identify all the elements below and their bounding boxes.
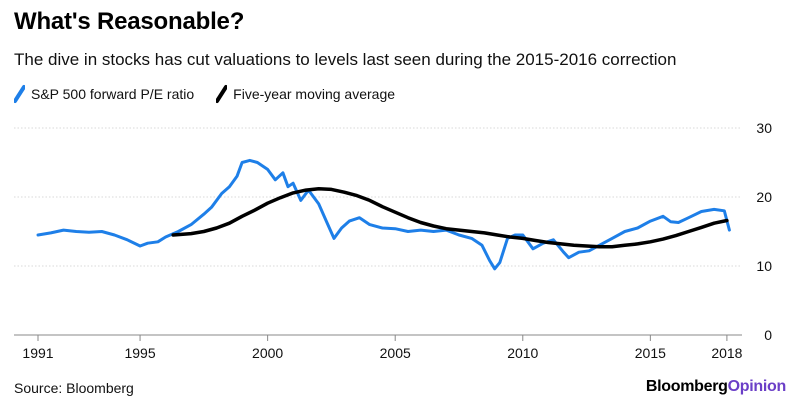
y-tick-label-30: 30	[756, 120, 772, 136]
series-line-pe-ratio	[36, 158, 731, 271]
brand-logo: BloombergOpinion	[646, 378, 786, 396]
y-tick-label-0: 0	[764, 327, 772, 343]
x-tick-label-1995: 1995	[124, 345, 155, 361]
legend-label-avg: Five-year moving average	[233, 86, 396, 102]
x-tick-label-2000: 2000	[252, 345, 283, 361]
legend-label-pe: S&P 500 forward P/E ratio	[31, 86, 195, 102]
grid-layer	[14, 127, 742, 336]
chart-subtitle: The dive in stocks has cut valuations to…	[14, 50, 677, 69]
legend: S&P 500 forward P/E ratio Five-year movi…	[14, 84, 417, 104]
brand-logo-part1: Bloomberg	[645, 378, 728, 395]
legend-item-avg: Five-year moving average	[216, 84, 395, 104]
x-tick-label-2015: 2015	[635, 345, 666, 361]
y-tick-label-20: 20	[756, 189, 772, 205]
x-tick-label-2005: 2005	[380, 345, 411, 361]
y-tick-label-10: 10	[756, 258, 772, 274]
legend-swatch-pe	[14, 85, 25, 103]
x-tick-label-2018: 2018	[711, 345, 742, 361]
brand-logo-part2: Opinion	[727, 378, 787, 395]
pe-line-chart: 0 10 20 30 1991 1995 2000 2005 2010 2015 2018	[14, 120, 772, 361]
legend-swatch-pe-mark	[14, 85, 25, 103]
chart-title: What's Reasonable?	[14, 8, 245, 35]
legend-item-pe: S&P 500 forward P/E ratio	[14, 84, 194, 104]
x-tick-label-1991: 1991	[22, 345, 53, 361]
source-note: Source: Bloomberg	[14, 380, 134, 396]
series-line-moving-average	[171, 186, 729, 249]
series-layer	[36, 158, 731, 271]
legend-swatch-avg	[216, 85, 228, 103]
legend-swatch-avg-mark	[216, 85, 228, 103]
x-tick-label-2010: 2010	[507, 345, 538, 361]
axis-layer: 0 10 20 30 1991 1995 2000 2005 2010 2015 2018	[22, 120, 772, 361]
